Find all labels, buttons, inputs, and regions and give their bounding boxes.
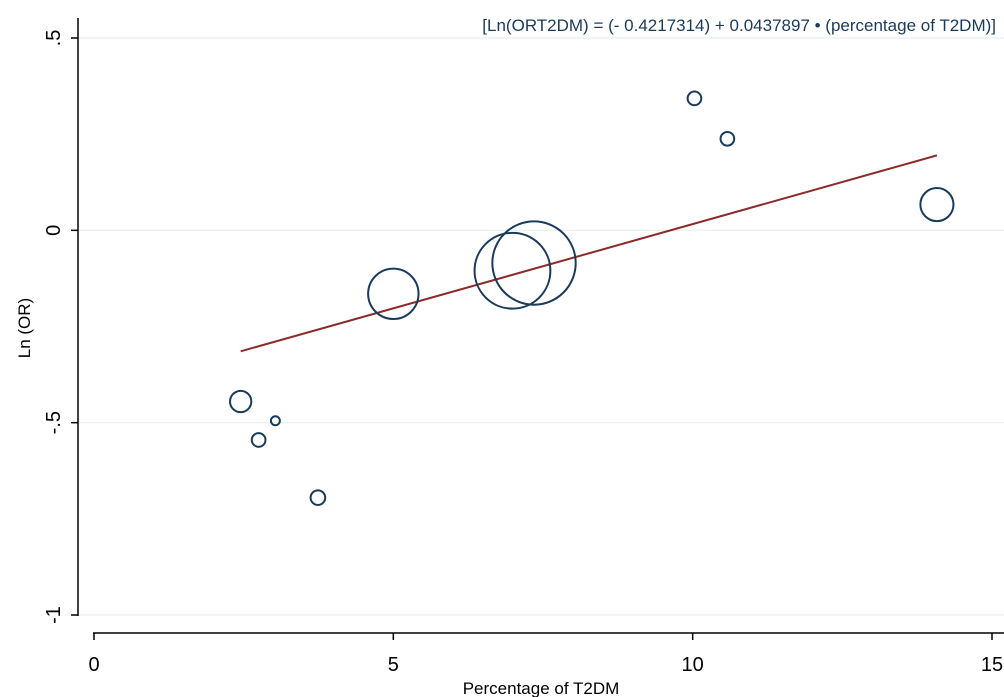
data-point	[473, 231, 552, 310]
x-tick-label: 15	[981, 654, 1003, 676]
y-tick-label: -1	[43, 606, 65, 624]
x-tick-label: 10	[682, 654, 704, 676]
data-point	[309, 489, 327, 506]
x-axis-title: Percentage of T2DM	[463, 679, 620, 697]
data-point	[269, 415, 281, 427]
x-tick-label: 5	[388, 654, 399, 676]
data-point	[719, 130, 736, 147]
data-points	[229, 90, 955, 506]
data-point	[919, 187, 955, 223]
x-tick-label: 0	[88, 654, 99, 676]
fit-line	[240, 154, 938, 353]
regression-equation-annotation: [Ln(ORT2DM) = (- 0.4217314) + 0.0437897 …	[482, 16, 996, 35]
y-tick-label: -.5	[43, 411, 65, 434]
y-axis-title: Ln (OR)	[15, 298, 34, 358]
data-point	[367, 267, 420, 320]
y-tick-label: 0	[43, 225, 65, 236]
grid-lines	[78, 37, 1004, 616]
data-point	[686, 90, 703, 107]
data-point	[250, 432, 267, 448]
axes: -1 -.5 0 .5 0 5 10 15	[43, 18, 1004, 676]
data-point	[229, 389, 253, 414]
labels: [Ln(ORT2DM) = (- 0.4217314) + 0.0437897 …	[15, 16, 996, 697]
y-tick-label: .5	[43, 30, 65, 47]
fit-line-group	[240, 154, 938, 353]
data-point	[491, 220, 577, 306]
